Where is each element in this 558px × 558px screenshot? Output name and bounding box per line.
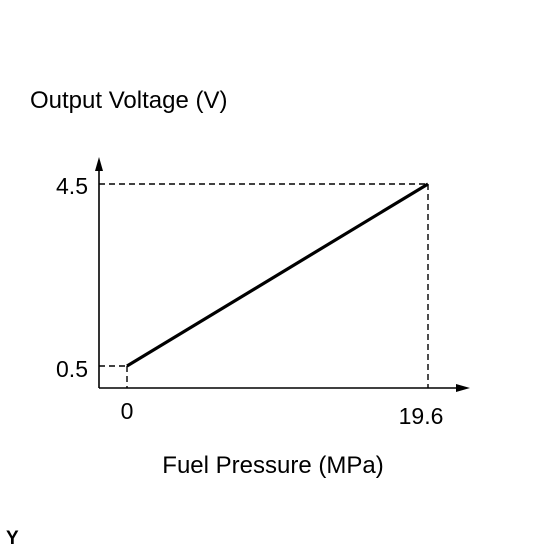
series-line — [126, 182, 429, 368]
y-tick-label-max: 4.5 — [56, 173, 88, 199]
y-axis-arrow — [95, 157, 103, 171]
y-tick-label-min: 0.5 — [56, 356, 88, 382]
x-tick-label-max: 19.6 — [399, 403, 444, 429]
x-tick-label-min: 0 — [121, 398, 134, 424]
x-axis-label: Fuel Pressure (MPa) — [162, 452, 383, 479]
y-axis-label: Output Voltage (V) — [30, 87, 227, 114]
corner-mark: Y — [6, 528, 19, 549]
x-axis-arrow — [456, 384, 470, 392]
